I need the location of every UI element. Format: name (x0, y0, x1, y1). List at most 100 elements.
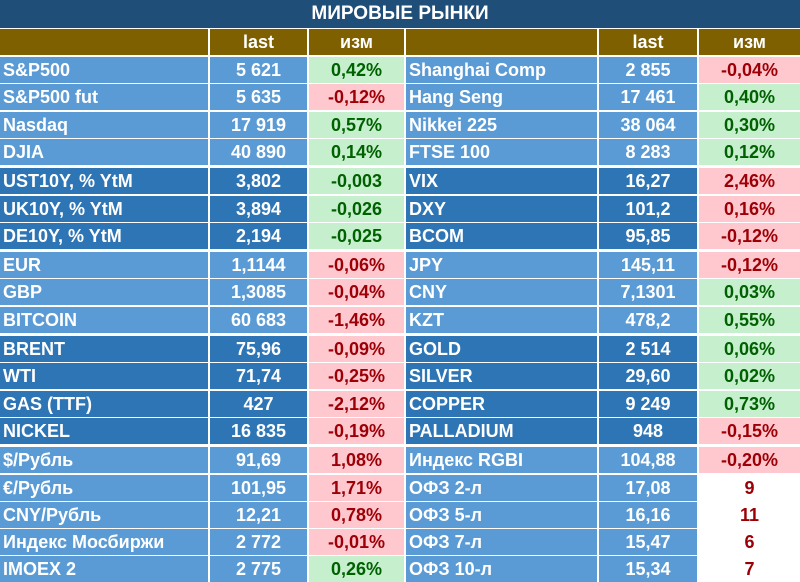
instrument-name: DXY (406, 196, 597, 222)
last-value: 2 855 (599, 57, 697, 83)
header-chg-right: изм (699, 29, 800, 55)
table-row: Индекс Мосбиржи 2 772 -0,01% ОФЗ 7-л 15,47 6 (0, 529, 800, 555)
instrument-name: ОФЗ 2-л (406, 475, 597, 501)
last-value: 2,194 (210, 223, 307, 249)
change-value: 1,08% (309, 447, 404, 473)
change-value: -1,46% (309, 307, 404, 333)
change-value: 0,73% (699, 391, 800, 417)
table-row: Nasdaq 17 919 0,57% Nikkei 225 38 064 0,30% (0, 112, 800, 138)
last-value: 2 775 (210, 556, 307, 582)
change-value: 11 (699, 502, 800, 528)
change-value: -0,025 (309, 223, 404, 249)
change-value: -0,19% (309, 418, 404, 444)
instrument-name: S&P500 fut (0, 84, 208, 110)
change-value: 7 (699, 556, 800, 582)
instrument-name: ОФЗ 10-л (406, 556, 597, 582)
table-row: €/Рубль 101,95 1,71% ОФЗ 2-л 17,08 9 (0, 475, 800, 501)
table-row: DJIA 40 890 0,14% FTSE 100 8 283 0,12% (0, 139, 800, 165)
table-row: S&P500 fut 5 635 -0,12% Hang Seng 17 461 0,40… (0, 84, 800, 110)
last-value: 16 835 (210, 418, 307, 444)
header-last-left: last (210, 29, 307, 55)
instrument-name: Индекс RGBI (406, 447, 597, 473)
change-value: 0,12% (699, 139, 800, 165)
last-value: 95,85 (599, 223, 697, 249)
last-value: 16,27 (599, 168, 697, 194)
change-value: 1,71% (309, 475, 404, 501)
change-value: -0,25% (309, 363, 404, 389)
change-value: -0,12% (699, 252, 800, 278)
instrument-name: Hang Seng (406, 84, 597, 110)
last-value: 8 283 (599, 139, 697, 165)
instrument-name: BRENT (0, 336, 208, 362)
instrument-name: DE10Y, % YtM (0, 223, 208, 249)
header-blank-left (0, 29, 208, 55)
table-row: S&P500 5 621 0,42% Shanghai Comp 2 855 -0,04% (0, 57, 800, 83)
change-value: -0,003 (309, 168, 404, 194)
instrument-name: BITCOIN (0, 307, 208, 333)
instrument-name: CNY (406, 279, 597, 305)
change-value: -0,15% (699, 418, 800, 444)
instrument-name: GBP (0, 279, 208, 305)
change-value: 0,57% (309, 112, 404, 138)
instrument-name: PALLADIUM (406, 418, 597, 444)
table-row: BRENT 75,96 -0,09% GOLD 2 514 0,06% (0, 336, 800, 362)
change-value: 9 (699, 475, 800, 501)
change-value: 0,14% (309, 139, 404, 165)
instrument-name: IMOEX 2 (0, 556, 208, 582)
change-value: -0,04% (309, 279, 404, 305)
last-value: 9 249 (599, 391, 697, 417)
last-value: 29,60 (599, 363, 697, 389)
instrument-name: GOLD (406, 336, 597, 362)
last-value: 2 772 (210, 529, 307, 555)
instrument-name: UK10Y, % YtM (0, 196, 208, 222)
table-row: GAS (TTF) 427 -2,12% COPPER 9 249 0,73% (0, 391, 800, 417)
instrument-name: $/Рубль (0, 447, 208, 473)
last-value: 145,11 (599, 252, 697, 278)
instrument-name: Nikkei 225 (406, 112, 597, 138)
last-value: 91,69 (210, 447, 307, 473)
last-value: 17 919 (210, 112, 307, 138)
last-value: 3,802 (210, 168, 307, 194)
instrument-name: SILVER (406, 363, 597, 389)
change-value: -0,12% (309, 84, 404, 110)
last-value: 17 461 (599, 84, 697, 110)
instrument-name: UST10Y, % YtM (0, 168, 208, 194)
last-value: 427 (210, 391, 307, 417)
last-value: 478,2 (599, 307, 697, 333)
last-value: 12,21 (210, 502, 307, 528)
instrument-name: ОФЗ 7-л (406, 529, 597, 555)
change-value: 0,03% (699, 279, 800, 305)
change-value: -0,09% (309, 336, 404, 362)
instrument-name: JPY (406, 252, 597, 278)
last-value: 104,88 (599, 447, 697, 473)
table-row: GBP 1,3085 -0,04% CNY 7,1301 0,03% (0, 279, 800, 305)
last-value: 101,95 (210, 475, 307, 501)
change-value: -2,12% (309, 391, 404, 417)
instrument-name: BCOM (406, 223, 597, 249)
change-value: 2,46% (699, 168, 800, 194)
instrument-name: FTSE 100 (406, 139, 597, 165)
table-row: EUR 1,1144 -0,06% JPY 145,11 -0,12% (0, 252, 800, 278)
header-chg-left: изм (309, 29, 404, 55)
last-value: 1,1144 (210, 252, 307, 278)
instrument-name: NICKEL (0, 418, 208, 444)
change-value: 0,40% (699, 84, 800, 110)
table-row: UK10Y, % YtM 3,894 -0,026 DXY 101,2 0,16% (0, 196, 800, 222)
table-row: DE10Y, % YtM 2,194 -0,025 BCOM 95,85 -0,12% (0, 223, 800, 249)
change-value: 0,42% (309, 57, 404, 83)
last-value: 2 514 (599, 336, 697, 362)
change-value: -0,04% (699, 57, 800, 83)
change-value: 0,06% (699, 336, 800, 362)
instrument-name: €/Рубль (0, 475, 208, 501)
last-value: 71,74 (210, 363, 307, 389)
change-value: -0,12% (699, 223, 800, 249)
change-value: -0,20% (699, 447, 800, 473)
table-row: WTI 71,74 -0,25% SILVER 29,60 0,02% (0, 363, 800, 389)
instrument-name: GAS (TTF) (0, 391, 208, 417)
change-value: 0,02% (699, 363, 800, 389)
change-value: 6 (699, 529, 800, 555)
last-value: 3,894 (210, 196, 307, 222)
last-value: 948 (599, 418, 697, 444)
